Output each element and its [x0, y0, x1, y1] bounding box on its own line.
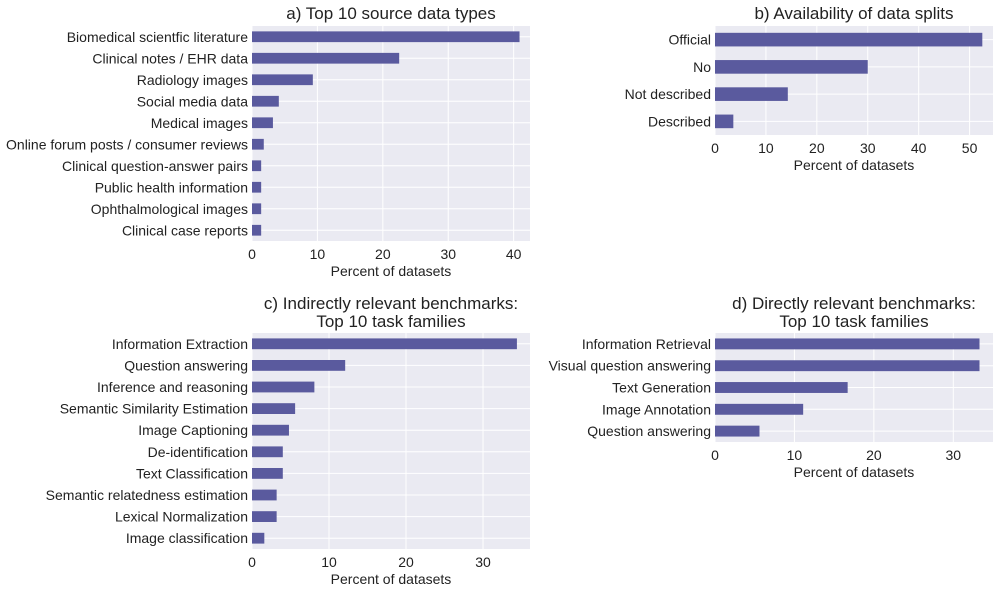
- bar: [715, 87, 788, 101]
- chart-title: d) Directly relevant benchmarks:: [732, 294, 976, 313]
- category-label: Information Extraction: [112, 336, 248, 352]
- x-tick-label: 20: [398, 554, 414, 570]
- bar: [252, 532, 265, 544]
- category-label: Visual question answering: [549, 358, 711, 374]
- category-label: Online forum posts / consumer reviews: [6, 136, 248, 152]
- x-tick-label: 0: [248, 246, 256, 262]
- category-label: Image Captioning: [138, 422, 248, 438]
- x-tick-label: 0: [711, 447, 719, 463]
- bar: [715, 360, 980, 372]
- category-label: Official: [668, 32, 711, 48]
- x-tick-label: 30: [440, 246, 456, 262]
- bar: [252, 446, 283, 458]
- bar: [252, 338, 517, 350]
- bar: [252, 360, 346, 371]
- bar: [252, 489, 277, 501]
- bar: [715, 60, 868, 74]
- bar: [252, 52, 400, 64]
- category-label: Lexical Normalization: [115, 509, 248, 525]
- category-label: No: [693, 59, 711, 75]
- bar: [715, 338, 980, 350]
- category-label: Information Retrieval: [582, 336, 711, 352]
- category-label: Clinical case reports: [122, 222, 248, 238]
- category-label: De-identification: [148, 444, 248, 460]
- category-label: Biomedical scientfic literature: [67, 29, 249, 45]
- bar: [252, 403, 296, 414]
- bar: [715, 382, 848, 393]
- x-tick-label: 20: [866, 447, 882, 463]
- category-label: Image Annotation: [602, 401, 711, 417]
- category-label: Clinical question-answer pairs: [62, 158, 248, 174]
- x-axis-label: Percent of datasets: [794, 464, 915, 480]
- x-tick-label: 20: [375, 246, 391, 262]
- x-axis-label: Percent of datasets: [331, 571, 452, 587]
- category-label: Semantic relatedness estimation: [46, 487, 248, 503]
- category-label: Question answering: [587, 423, 711, 439]
- x-tick-label: 20: [809, 140, 825, 156]
- bar: [252, 138, 264, 150]
- bar: [252, 203, 262, 215]
- x-axis-label: Percent of datasets: [794, 157, 915, 173]
- category-label: Radiology images: [137, 72, 248, 88]
- x-tick-label: 40: [506, 246, 522, 262]
- bar: [252, 224, 262, 236]
- x-tick-label: 10: [758, 140, 774, 156]
- category-label: Question answering: [124, 357, 248, 373]
- bar: [252, 181, 262, 193]
- chart-title: a) Top 10 source data types: [286, 4, 496, 23]
- bar: [252, 74, 313, 86]
- x-tick-label: 50: [962, 140, 978, 156]
- category-label: Not described: [625, 86, 711, 102]
- x-axis-label: Percent of datasets: [331, 263, 452, 279]
- bar: [252, 381, 315, 393]
- x-tick-label: 0: [248, 554, 256, 570]
- x-tick-label: 30: [860, 140, 876, 156]
- bar: [252, 31, 520, 43]
- category-label: Semantic Similarity Estimation: [60, 401, 248, 417]
- chart-title: Top 10 task families: [316, 312, 465, 331]
- category-label: Social media data: [137, 93, 249, 109]
- category-label: Text Generation: [612, 380, 711, 396]
- x-tick-label: 30: [945, 447, 961, 463]
- bar: [252, 511, 277, 522]
- category-label: Text Classification: [136, 465, 248, 481]
- category-label: Ophthalmological images: [91, 201, 248, 217]
- bar: [715, 114, 734, 129]
- category-label: Described: [648, 113, 711, 129]
- category-label: Clinical notes / EHR data: [92, 50, 248, 66]
- bar: [715, 425, 760, 437]
- category-label: Medical images: [151, 115, 248, 131]
- bar: [252, 424, 289, 436]
- chart-title: c) Indirectly relevant benchmarks:: [264, 294, 518, 313]
- bar: [715, 32, 983, 47]
- category-label: Image classification: [126, 530, 248, 546]
- bar: [252, 160, 262, 172]
- bar: [252, 95, 279, 107]
- x-tick-label: 0: [711, 140, 719, 156]
- bar: [252, 468, 283, 479]
- bar: [252, 117, 273, 129]
- chart-panel-1: Biomedical scientfic literature Clinical …: [6, 4, 530, 279]
- bar: [715, 403, 804, 415]
- x-tick-label: 10: [321, 554, 337, 570]
- chart-title: b) Availability of data splits: [754, 4, 953, 23]
- chart-title: Top 10 task families: [779, 312, 928, 331]
- x-tick-label: 40: [911, 140, 927, 156]
- category-label: Inference and reasoning: [97, 379, 248, 395]
- x-tick-label: 10: [787, 447, 803, 463]
- x-tick-label: 10: [310, 246, 326, 262]
- category-label: Public health information: [95, 179, 248, 195]
- chart-panel-3: Information Extraction Question answering…: [46, 294, 530, 587]
- x-tick-label: 30: [475, 554, 491, 570]
- chart-panel-4: Information Retrieval Visual question ans…: [549, 294, 993, 480]
